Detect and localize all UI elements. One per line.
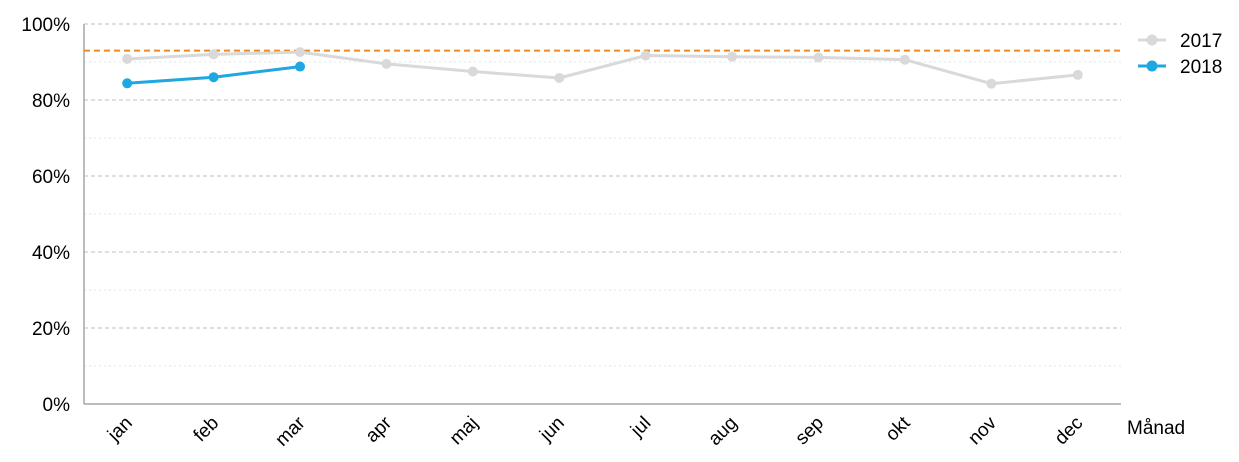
data-point-2017 — [899, 54, 910, 65]
x-tick-label: okt — [882, 412, 915, 445]
data-point-2017 — [295, 47, 306, 58]
x-tick-label: aug — [704, 413, 741, 450]
series-2017 — [122, 47, 1083, 89]
y-tick-label: 100% — [21, 15, 70, 36]
legend-label: 2017 — [1180, 31, 1222, 52]
y-tick-label: 80% — [32, 91, 70, 112]
x-tick-label: jul — [626, 413, 655, 442]
series-group — [122, 47, 1083, 89]
series-2018 — [122, 61, 306, 89]
legend-swatch-marker — [1146, 60, 1158, 72]
legend-item-2018: 2018 — [1138, 57, 1222, 78]
x-tick-label: mar — [272, 412, 310, 450]
data-point-2017 — [1072, 69, 1083, 80]
legend-item-2017: 2017 — [1138, 31, 1222, 52]
x-tick-label: apr — [362, 412, 397, 447]
y-tick-label: 0% — [43, 395, 71, 416]
axes — [83, 24, 1121, 405]
legend: 2017 2018 — [1138, 31, 1222, 78]
data-point-2018 — [208, 72, 219, 83]
y-tick-label: 40% — [32, 243, 70, 264]
series-line-2017 — [127, 50, 1078, 86]
x-tick-labels: jan feb mar apr maj jun jul aug sep okt nov dec — [103, 412, 1087, 450]
x-tick-label: maj — [446, 413, 483, 450]
x-tick-label: jan — [103, 413, 136, 446]
x-axis-title: Månad — [1127, 418, 1185, 439]
data-point-2017 — [467, 66, 478, 77]
y-tick-label: 20% — [32, 319, 70, 340]
x-tick-label: nov — [964, 412, 1001, 449]
data-point-2017 — [554, 72, 565, 83]
y-tick-labels: 0% 20% 40% 60% 80% 100% — [21, 15, 70, 416]
data-point-2017 — [208, 49, 219, 60]
data-point-2017 — [986, 78, 997, 89]
x-tick-label: dec — [1051, 413, 1088, 450]
x-tick-label: sep — [792, 413, 829, 450]
grid — [84, 23, 1121, 367]
data-point-2017 — [640, 50, 651, 61]
legend-swatch-marker — [1146, 34, 1158, 46]
data-point-2018 — [295, 61, 306, 72]
y-tick-label: 60% — [32, 167, 70, 188]
data-point-2017 — [727, 51, 738, 62]
data-point-2017 — [813, 52, 824, 63]
data-point-2017 — [122, 53, 133, 64]
legend-label: 2018 — [1180, 57, 1222, 78]
x-tick-label: jun — [535, 413, 568, 446]
data-point-2018 — [122, 78, 133, 89]
x-tick-label: feb — [190, 413, 224, 447]
data-point-2017 — [381, 58, 392, 69]
